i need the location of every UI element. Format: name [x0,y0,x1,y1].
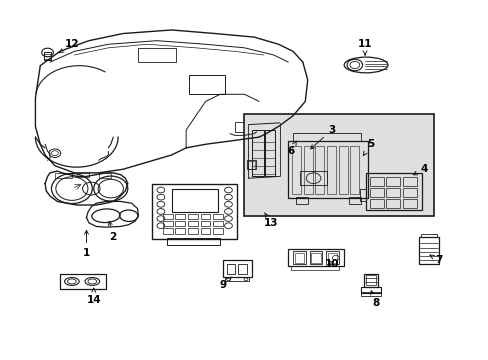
Bar [171,189,217,212]
Bar [402,199,416,207]
Bar [402,188,416,197]
Bar [369,199,383,207]
Bar [175,228,185,234]
Bar [238,264,246,274]
Bar [292,251,305,264]
Bar [369,177,383,186]
Bar [350,146,359,194]
Text: 3: 3 [310,125,335,149]
Text: 7: 7 [429,255,442,265]
Text: 10: 10 [324,259,339,269]
Bar [386,188,399,197]
Bar [163,228,172,234]
Bar [188,228,198,234]
Bar [246,160,255,169]
Bar [292,133,361,141]
Bar [361,292,380,296]
Bar [213,228,223,234]
Bar [366,173,421,210]
Bar [166,238,220,246]
Bar [163,221,172,226]
Bar [60,274,106,289]
Bar [386,177,399,186]
Bar [201,221,210,226]
Text: 5: 5 [363,139,374,156]
Bar [287,141,368,198]
Bar [295,197,307,204]
Bar [420,234,436,237]
Bar [213,214,223,219]
Bar [77,173,89,177]
Bar [251,130,264,176]
Text: 6: 6 [286,141,296,157]
Bar [290,266,339,270]
Bar [265,130,275,176]
Text: 4: 4 [412,164,427,175]
Bar [175,214,185,219]
Bar [188,214,198,219]
Bar [55,173,72,178]
Bar [287,249,344,266]
Bar [309,251,322,264]
Bar [303,146,312,194]
Bar [226,264,235,274]
Text: 11: 11 [357,39,371,55]
Bar [418,237,438,264]
Text: 12: 12 [59,39,79,53]
Bar [291,146,300,194]
Bar [188,75,224,94]
Bar [163,214,172,219]
Text: 14: 14 [86,288,101,305]
Bar [294,252,304,263]
Bar [152,184,237,239]
Bar [315,146,324,194]
Bar [325,251,338,264]
Bar [99,173,111,178]
Bar [366,275,375,285]
Text: 1: 1 [82,230,90,258]
Bar [234,122,256,132]
Bar [338,146,347,194]
Bar [137,48,176,62]
Bar [363,274,377,287]
Bar [348,197,361,204]
Bar [247,161,254,168]
Text: 8: 8 [370,291,379,308]
Bar [188,221,198,226]
Bar [224,277,249,282]
Bar [369,188,383,197]
Bar [43,53,51,60]
Bar [310,252,320,263]
Bar [300,171,326,185]
Bar [326,146,335,194]
Bar [327,252,337,263]
Bar [402,177,416,186]
Bar [175,221,185,226]
Bar [213,221,223,226]
Bar [361,287,380,293]
Bar [244,114,433,216]
Text: 13: 13 [264,213,278,228]
Bar [386,199,399,207]
Text: 2: 2 [108,221,117,242]
Bar [201,228,210,234]
Bar [201,214,210,219]
Text: 9: 9 [219,277,231,291]
Ellipse shape [344,57,387,73]
Bar [222,260,251,277]
